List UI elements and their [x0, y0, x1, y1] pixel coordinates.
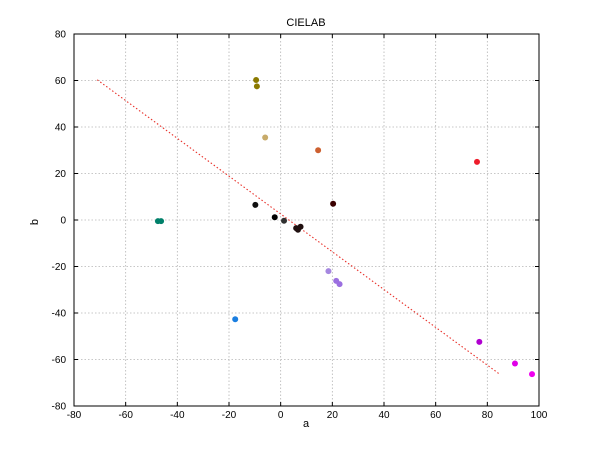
y-tick-label: 60 — [55, 76, 67, 87]
x-tick-label: 100 — [531, 410, 548, 421]
x-tick-label: 40 — [378, 410, 390, 421]
data-point — [511, 360, 518, 367]
data-point — [325, 268, 332, 275]
x-tick-label: 60 — [430, 410, 442, 421]
data-points — [154, 77, 536, 378]
x-tick-label: 20 — [327, 410, 339, 421]
x-tick-label: 0 — [278, 410, 284, 421]
y-axis-ticks: -80 -60 -40 -20 0 20 40 60 80 — [52, 30, 539, 413]
data-point — [252, 201, 259, 208]
y-tick-label: 20 — [55, 169, 67, 180]
data-point — [297, 223, 304, 230]
x-axis-ticks: -80 -60 -40 -20 0 20 40 60 80 100 — [67, 34, 548, 421]
y-tick-label: -60 — [52, 355, 67, 366]
chart-title: CIELAB — [286, 17, 325, 29]
data-point — [262, 134, 269, 141]
data-point — [336, 281, 343, 288]
y-tick-label: -20 — [52, 262, 67, 273]
y-tick-label: 0 — [60, 216, 66, 227]
data-point — [476, 338, 483, 345]
data-point — [330, 200, 337, 207]
x-tick-label: -20 — [222, 410, 237, 421]
data-point — [271, 214, 278, 221]
data-point — [253, 83, 260, 90]
data-point — [232, 316, 239, 323]
y-tick-label: 40 — [55, 123, 67, 134]
data-point — [474, 158, 480, 165]
x-tick-label: -60 — [118, 410, 133, 421]
y-tick-label: -80 — [52, 402, 67, 413]
y-tick-label: 80 — [55, 30, 67, 41]
data-point — [253, 77, 260, 84]
x-axis-label: a — [303, 418, 310, 430]
data-point — [158, 218, 165, 225]
data-point — [529, 371, 536, 378]
grid-lines — [73, 33, 540, 407]
x-tick-label: -80 — [67, 410, 82, 421]
data-point — [281, 217, 288, 224]
x-tick-label: 80 — [482, 410, 494, 421]
y-axis-label: b — [29, 219, 41, 225]
y-tick-label: -40 — [52, 309, 67, 320]
data-point — [315, 147, 322, 154]
x-tick-label: -40 — [170, 410, 185, 421]
